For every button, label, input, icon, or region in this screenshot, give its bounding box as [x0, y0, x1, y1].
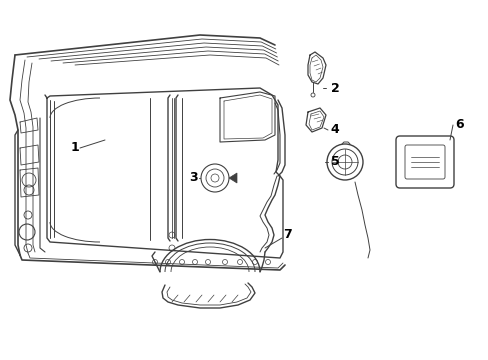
Text: 3: 3 [189, 171, 198, 184]
Polygon shape [228, 173, 237, 183]
Text: 7: 7 [283, 229, 292, 242]
Text: 1: 1 [70, 141, 79, 154]
Text: 2: 2 [330, 81, 339, 94]
Text: 5: 5 [330, 156, 339, 168]
Text: 6: 6 [455, 118, 464, 131]
Text: 4: 4 [330, 123, 339, 136]
